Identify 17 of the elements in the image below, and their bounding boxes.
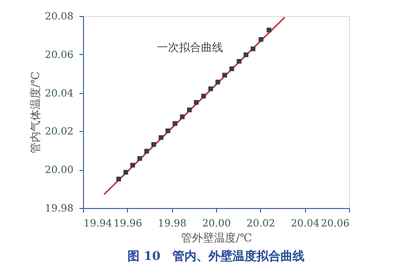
y-tick-label: 19.98 <box>44 204 74 214</box>
y-tick-label: 20.02 <box>44 126 74 138</box>
x-tick-label: 20.02 <box>246 218 276 230</box>
y-tick-label: 20.04 <box>44 88 74 100</box>
text: 图 10 管内、外壁温度拟合曲线 <box>128 249 304 263</box>
x-axis-title: 管外壁温度/℃ <box>180 232 252 244</box>
x-tick-label: 19.98 <box>158 218 186 230</box>
x-tick-label: 19.94 <box>84 218 112 230</box>
x-tick-label: 19.96 <box>114 218 142 230</box>
x-tick-label: 20.00 <box>202 218 231 230</box>
annotation: 一次拟合曲线 <box>157 41 223 54</box>
y-tick-label: 20.06 <box>44 50 74 61</box>
x-tick-label: 20.04 <box>290 218 320 230</box>
y-tick-label: 20.08 <box>44 12 74 22</box>
y-tick-label: 20.00 <box>44 165 74 176</box>
y-axis-title: 管内气体温度/℃ <box>28 71 42 154</box>
x-tick-label: 20.06 <box>320 218 350 230</box>
